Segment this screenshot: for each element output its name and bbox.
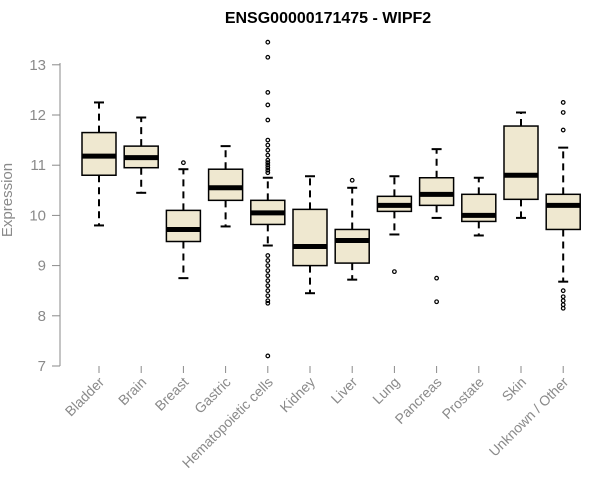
outlier-point (265, 137, 271, 143)
box-1 (81, 101, 117, 227)
outlier-point (265, 258, 271, 263)
outlier-point (265, 152, 271, 158)
box-6 (292, 175, 328, 295)
outlier-point (560, 100, 566, 105)
box-2 (123, 116, 159, 194)
outlier-point (265, 147, 271, 153)
x-tick-label: Kidney (277, 374, 319, 416)
outlier-point (349, 177, 355, 183)
box-5 (250, 39, 286, 359)
box-iqr (165, 209, 202, 243)
y-axis-ticks: 7 8 9 10 11 12 13 (29, 57, 60, 375)
outlier-point (265, 273, 271, 279)
outlier-point (265, 300, 271, 306)
box-iqr (334, 228, 370, 264)
x-tick-label: Skin (499, 374, 530, 405)
outlier-point (434, 299, 440, 305)
outlier-point (265, 268, 271, 274)
box-iqr (207, 168, 244, 202)
outlier-point (265, 167, 271, 173)
x-tick-label: Lung (369, 374, 402, 407)
outlier-point (265, 157, 271, 163)
y-tick-label-7: 7 (38, 358, 46, 375)
outlier-point (265, 90, 271, 95)
x-tick-label: Breast (152, 374, 192, 414)
outlier-point (265, 39, 271, 45)
y-tick-label-8: 8 (38, 308, 46, 325)
outlier-point (265, 263, 271, 269)
box-4 (207, 145, 244, 228)
outlier-point (265, 165, 271, 171)
outlier-point (560, 305, 566, 311)
box-iqr (292, 208, 328, 267)
x-tick-label: Bladder (62, 374, 108, 420)
outlier-point (265, 160, 271, 166)
box-10 (461, 176, 497, 237)
y-tick-label-12: 12 (29, 107, 46, 124)
y-tick-label-9: 9 (38, 258, 46, 275)
outlier-point (265, 288, 271, 294)
outlier-point (265, 117, 271, 123)
outlier-point (560, 288, 566, 294)
x-tick-label: Unknown / Other (486, 374, 572, 460)
boxes (81, 39, 581, 359)
outlier-point (265, 102, 271, 108)
box-iqr (545, 193, 581, 231)
chart-title: ENSG00000171475 - WIPF2 (225, 10, 431, 27)
x-tick-label: Prostate (439, 374, 487, 422)
outlier-point (560, 298, 566, 304)
outlier-point (434, 275, 440, 281)
outlier-point (265, 162, 271, 168)
box-11 (503, 111, 539, 219)
box-7 (334, 177, 370, 281)
outlier-point (265, 278, 271, 284)
x-tick-label: Liver (328, 374, 361, 407)
outlier-point (560, 110, 566, 115)
outlier-point (560, 294, 566, 300)
box-12 (545, 100, 581, 311)
outlier-point (392, 269, 397, 275)
y-tick-label-10: 10 (29, 207, 46, 224)
outlier-point (265, 253, 271, 258)
y-tick-label-11: 11 (30, 157, 46, 174)
outlier-point (560, 127, 566, 133)
box-3 (165, 160, 202, 280)
box-9 (418, 148, 455, 305)
outlier-point (265, 353, 271, 359)
box-iqr (503, 125, 539, 201)
x-tick-label: Brain (115, 374, 149, 408)
outlier-point (180, 160, 186, 166)
y-tick-label-13: 13 (29, 57, 46, 74)
y-axis-label: Expression (0, 163, 16, 237)
outlier-point (265, 293, 271, 299)
outlier-point (265, 298, 271, 304)
outlier-point (265, 142, 271, 148)
box-8 (376, 175, 413, 275)
outlier-point (265, 170, 271, 176)
x-tick-label: Pancreas (392, 374, 445, 427)
outlier-point (265, 54, 271, 60)
box-iqr (418, 177, 455, 207)
outlier-point (265, 283, 271, 289)
